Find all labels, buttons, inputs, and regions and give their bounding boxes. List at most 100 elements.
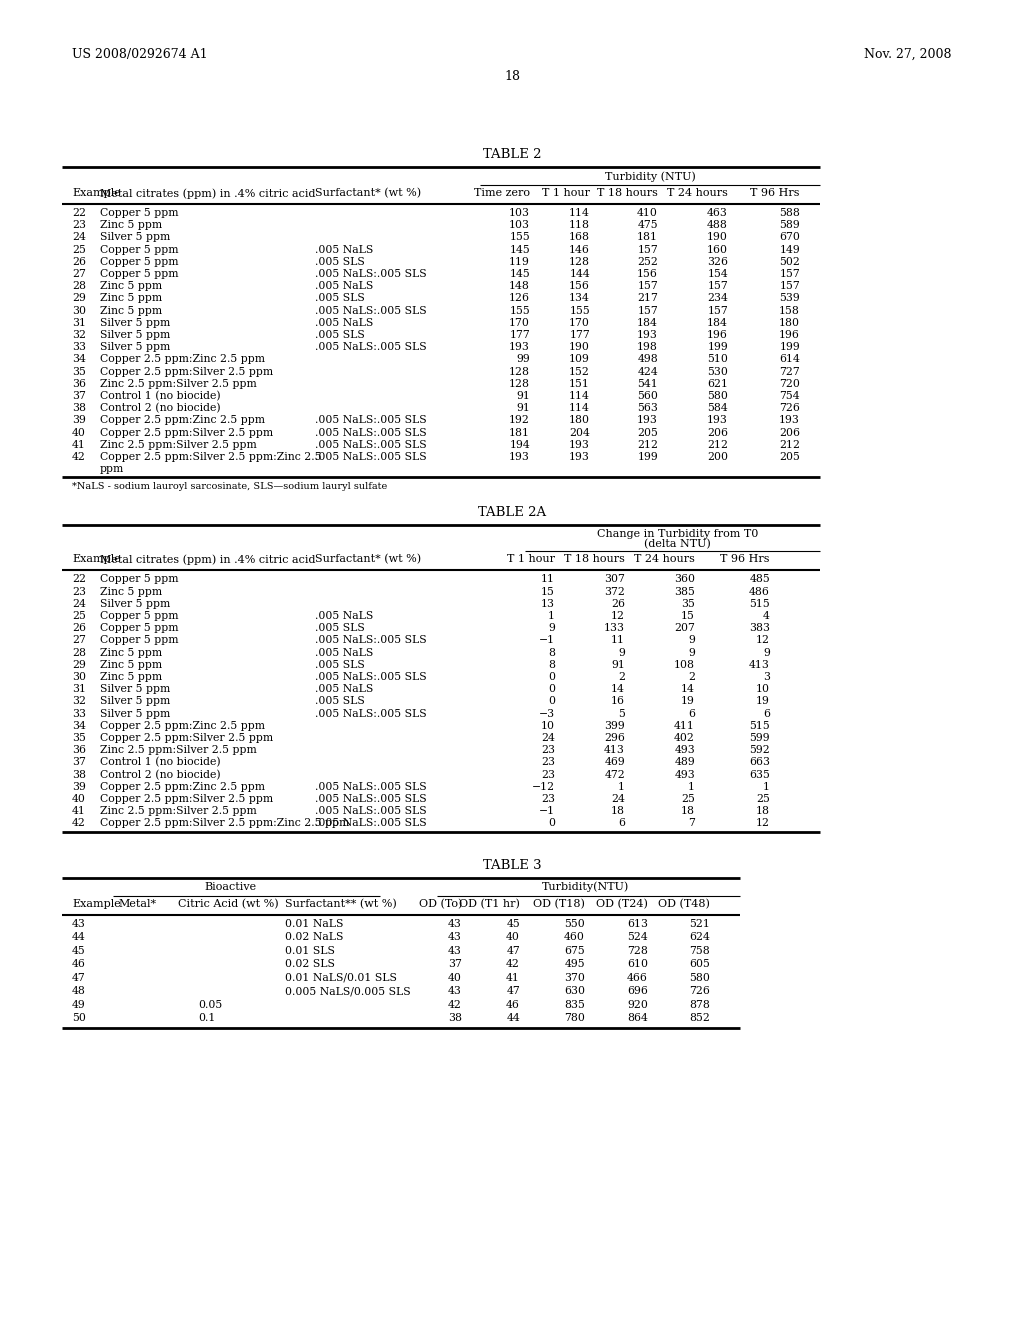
Text: 146: 146 [569, 244, 590, 255]
Text: 42: 42 [72, 451, 86, 462]
Text: .005 NaLS:.005 SLS: .005 NaLS:.005 SLS [315, 342, 427, 352]
Text: 296: 296 [604, 733, 625, 743]
Text: 33: 33 [72, 709, 86, 718]
Text: 145: 145 [509, 244, 530, 255]
Text: .005 NaLS:.005 SLS: .005 NaLS:.005 SLS [315, 306, 427, 315]
Text: 9: 9 [763, 648, 770, 657]
Text: 193: 193 [509, 451, 530, 462]
Text: 26: 26 [72, 623, 86, 634]
Text: Surfactant* (wt %): Surfactant* (wt %) [315, 187, 421, 198]
Text: Zinc 5 ppm: Zinc 5 ppm [100, 220, 162, 230]
Text: 463: 463 [708, 209, 728, 218]
Text: 30: 30 [72, 672, 86, 682]
Text: 11: 11 [611, 635, 625, 645]
Text: 48: 48 [72, 986, 86, 997]
Text: 12: 12 [611, 611, 625, 620]
Text: 563: 563 [637, 403, 658, 413]
Text: 472: 472 [604, 770, 625, 780]
Text: Surfactant* (wt %): Surfactant* (wt %) [315, 554, 421, 565]
Text: 411: 411 [674, 721, 695, 731]
Text: 696: 696 [627, 986, 648, 997]
Text: 128: 128 [509, 379, 530, 389]
Text: 133: 133 [604, 623, 625, 634]
Text: 852: 852 [689, 1014, 710, 1023]
Text: 35: 35 [72, 733, 86, 743]
Text: 168: 168 [569, 232, 590, 243]
Text: 27: 27 [72, 635, 86, 645]
Text: Copper 5 ppm: Copper 5 ppm [100, 269, 178, 279]
Text: 91: 91 [516, 403, 530, 413]
Text: 38: 38 [449, 1014, 462, 1023]
Text: 469: 469 [604, 758, 625, 767]
Text: 40: 40 [72, 795, 86, 804]
Text: .005 SLS: .005 SLS [315, 293, 365, 304]
Text: 10: 10 [756, 684, 770, 694]
Text: 26: 26 [611, 599, 625, 609]
Text: 35: 35 [72, 367, 86, 376]
Text: 38: 38 [72, 403, 86, 413]
Text: 217: 217 [637, 293, 658, 304]
Text: 156: 156 [569, 281, 590, 292]
Text: 184: 184 [708, 318, 728, 327]
Text: 28: 28 [72, 281, 86, 292]
Text: Bioactive: Bioactive [204, 882, 256, 891]
Text: Zinc 5 ppm: Zinc 5 ppm [100, 281, 162, 292]
Text: (delta NTU): (delta NTU) [644, 540, 711, 549]
Text: 24: 24 [72, 599, 86, 609]
Text: .005 NaLS:.005 SLS: .005 NaLS:.005 SLS [315, 269, 427, 279]
Text: 45: 45 [506, 919, 520, 928]
Text: 36: 36 [72, 746, 86, 755]
Text: 25: 25 [756, 795, 770, 804]
Text: 103: 103 [509, 220, 530, 230]
Text: 134: 134 [569, 293, 590, 304]
Text: Copper 2.5 ppm:Silver 2.5 ppm: Copper 2.5 ppm:Silver 2.5 ppm [100, 428, 273, 438]
Text: 23: 23 [541, 758, 555, 767]
Text: .005 NaLS:.005 SLS: .005 NaLS:.005 SLS [315, 440, 427, 450]
Text: 8: 8 [548, 660, 555, 669]
Text: 184: 184 [637, 318, 658, 327]
Text: Silver 5 ppm: Silver 5 ppm [100, 232, 170, 243]
Text: 199: 199 [708, 342, 728, 352]
Text: 151: 151 [569, 379, 590, 389]
Text: 114: 114 [569, 403, 590, 413]
Text: US 2008/0292674 A1: US 2008/0292674 A1 [72, 48, 208, 61]
Text: 103: 103 [509, 209, 530, 218]
Text: 515: 515 [750, 599, 770, 609]
Text: 584: 584 [708, 403, 728, 413]
Text: 878: 878 [689, 999, 710, 1010]
Text: 530: 530 [708, 367, 728, 376]
Text: −1: −1 [539, 807, 555, 816]
Text: 109: 109 [569, 354, 590, 364]
Text: 212: 212 [707, 440, 728, 450]
Text: 670: 670 [779, 232, 800, 243]
Text: 0.01 SLS: 0.01 SLS [285, 945, 335, 956]
Text: 43: 43 [449, 945, 462, 956]
Text: 22: 22 [72, 209, 86, 218]
Text: 190: 190 [708, 232, 728, 243]
Text: 170: 170 [509, 318, 530, 327]
Text: 158: 158 [779, 306, 800, 315]
Text: T 24 hours: T 24 hours [634, 554, 695, 565]
Text: 108: 108 [674, 660, 695, 669]
Text: 18: 18 [681, 807, 695, 816]
Text: 610: 610 [627, 960, 648, 969]
Text: Zinc 2.5 ppm:Silver 2.5 ppm: Zinc 2.5 ppm:Silver 2.5 ppm [100, 379, 257, 389]
Text: Example: Example [72, 554, 121, 565]
Text: Time zero: Time zero [474, 187, 530, 198]
Text: 46: 46 [506, 999, 520, 1010]
Text: 206: 206 [707, 428, 728, 438]
Text: 25: 25 [681, 795, 695, 804]
Text: 204: 204 [569, 428, 590, 438]
Text: 18: 18 [611, 807, 625, 816]
Text: 0.005 NaLS/0.005 SLS: 0.005 NaLS/0.005 SLS [285, 986, 411, 997]
Text: .005 NaLS: .005 NaLS [315, 648, 374, 657]
Text: 18: 18 [756, 807, 770, 816]
Text: 502: 502 [779, 257, 800, 267]
Text: 307: 307 [604, 574, 625, 585]
Text: 28: 28 [72, 648, 86, 657]
Text: 29: 29 [72, 660, 86, 669]
Text: 43: 43 [449, 919, 462, 928]
Text: 675: 675 [564, 945, 585, 956]
Text: 199: 199 [779, 342, 800, 352]
Text: Copper 2.5 ppm:Zinc 2.5 ppm: Copper 2.5 ppm:Zinc 2.5 ppm [100, 721, 265, 731]
